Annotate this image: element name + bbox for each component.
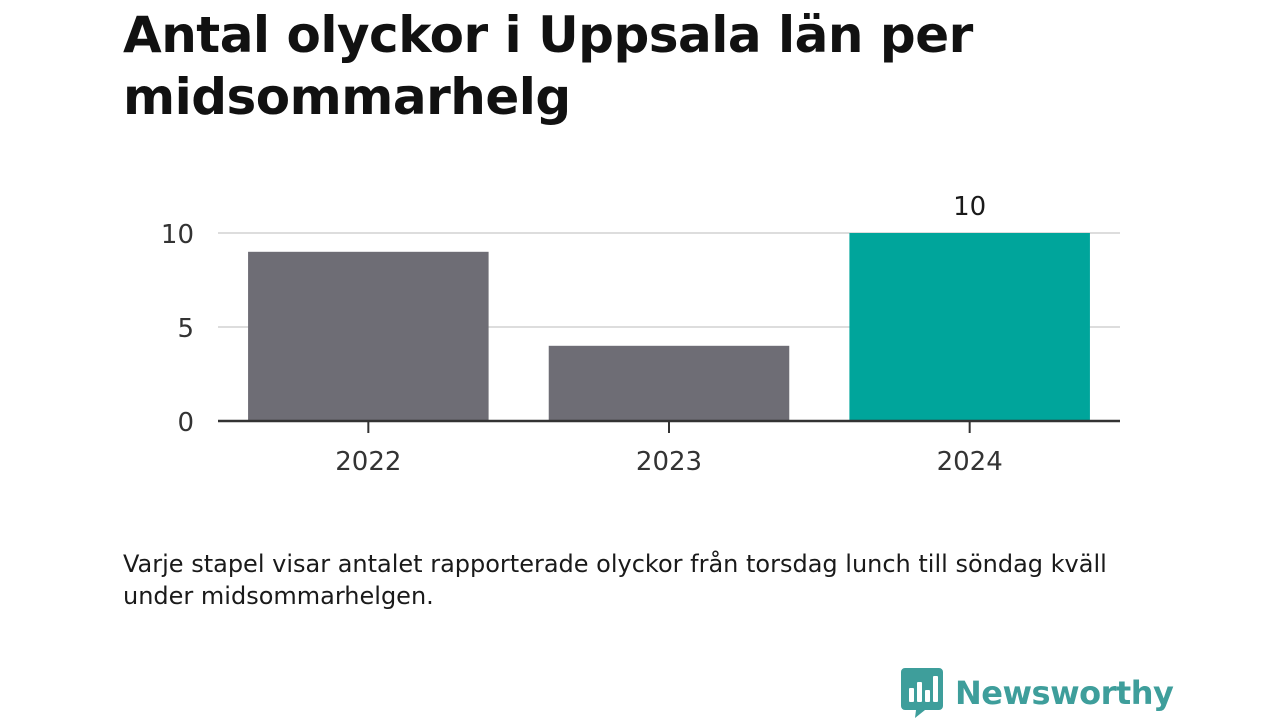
newsworthy-logo-icon	[901, 668, 943, 718]
y-tick-label: 10	[161, 220, 194, 250]
chart-title: Antal olyckor i Uppsala län per midsomma…	[123, 6, 973, 126]
bar-2023	[548, 345, 790, 421]
bar-2022	[248, 251, 489, 421]
bar-2024	[849, 233, 1090, 421]
x-tick-label: 2024	[937, 447, 1003, 477]
data-label: 10	[953, 192, 986, 222]
y-axis-tick-labels: 0 5 10	[161, 220, 194, 438]
x-tick-label: 2023	[636, 447, 702, 477]
brand-name: Newsworthy	[955, 674, 1174, 712]
x-axis-ticks: 2022 2023 2024	[335, 421, 1003, 477]
data-labels: 10	[953, 192, 986, 222]
y-tick-label: 5	[177, 314, 194, 344]
brand-logo: Newsworthy	[901, 668, 1174, 718]
y-tick-label: 0	[177, 408, 194, 438]
x-tick-label: 2022	[335, 447, 401, 477]
chart-footnote: Varje stapel visar antalet rapporterade …	[123, 550, 1107, 610]
bars	[248, 233, 1090, 421]
